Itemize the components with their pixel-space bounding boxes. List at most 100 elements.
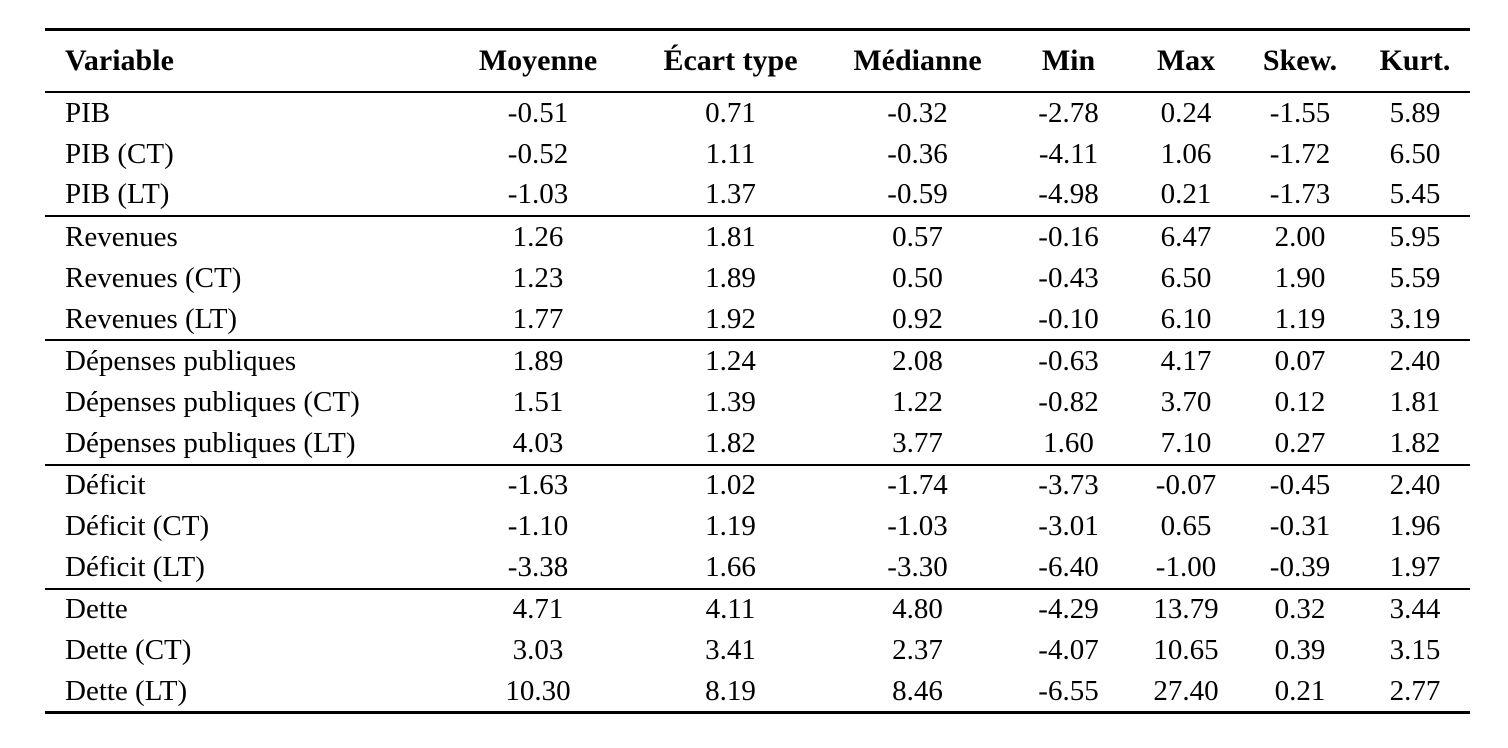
variable-cell: Dette	[65, 593, 128, 626]
value-cell-max: 4.17	[1160, 345, 1212, 378]
value-cell-medianne: 2.37	[892, 634, 943, 667]
value-cell-kurt: 2.40	[1389, 469, 1441, 502]
table-row: Déficit (LT) -3.38 1.66 -3.30 -6.40 -1.0…	[45, 547, 1470, 588]
value-cell-medianne: 2.08	[892, 345, 943, 378]
value-cell-max: 6.10	[1160, 302, 1212, 335]
table-row: Dette (LT) 10.30 8.19 8.46 -6.55 27.40 0…	[45, 671, 1470, 712]
value-cell-max: 3.70	[1160, 385, 1212, 418]
value-cell-skew: 0.39	[1274, 634, 1326, 667]
table-row: Dépenses publiques (CT) 1.51 1.39 1.22 -…	[45, 382, 1470, 423]
value-cell-skew: 1.90	[1274, 261, 1326, 294]
value-cell-skew: -0.31	[1269, 510, 1331, 543]
variable-cell: PIB (CT)	[65, 137, 174, 170]
table-row: Dette 4.71 4.11 4.80 -4.29 13.79 0.32 3.…	[45, 589, 1470, 630]
value-cell-min: -3.01	[1038, 510, 1099, 543]
variable-cell: Déficit (CT)	[65, 510, 210, 543]
value-cell-moyenne: 10.30	[505, 674, 571, 707]
value-cell-moyenne: -1.10	[507, 510, 569, 543]
variable-cell: Revenues	[65, 220, 178, 253]
value-cell-ecart-type: 1.66	[705, 550, 756, 583]
value-cell-kurt: 3.15	[1389, 634, 1441, 667]
table-row: Dépenses publiques (LT) 4.03 1.82 3.77 1…	[45, 423, 1470, 464]
value-cell-moyenne: 1.51	[512, 385, 564, 418]
column-header-kurt: Kurt.	[1360, 29, 1470, 93]
column-header-max: Max	[1132, 29, 1240, 93]
value-cell-medianne: 4.80	[892, 593, 943, 626]
variable-cell: Dépenses publiques (CT)	[65, 385, 360, 418]
value-cell-max: 7.10	[1160, 426, 1212, 459]
value-cell-kurt: 1.82	[1389, 426, 1441, 459]
value-cell-kurt: 2.40	[1389, 345, 1441, 378]
value-cell-medianne: -0.36	[887, 137, 948, 170]
value-cell-skew: 0.32	[1274, 593, 1326, 626]
value-cell-min: -3.73	[1038, 469, 1099, 502]
value-cell-skew: -1.72	[1269, 137, 1331, 170]
column-header-medianne: Médianne	[830, 29, 1005, 93]
value-cell-moyenne: 4.03	[512, 426, 564, 459]
value-cell-min: -4.11	[1038, 137, 1099, 170]
value-cell-moyenne: 1.77	[512, 302, 564, 335]
variable-cell: PIB (LT)	[65, 178, 170, 211]
value-cell-skew: 0.12	[1274, 385, 1326, 418]
value-cell-moyenne: -3.38	[507, 550, 569, 583]
value-cell-ecart-type: 1.39	[705, 385, 756, 418]
value-cell-medianne: 1.22	[892, 385, 943, 418]
table-row: PIB (CT) -0.52 1.11 -0.36 -4.11 1.06 -1.…	[45, 133, 1470, 174]
value-cell-max: -0.07	[1155, 469, 1217, 502]
variable-cell: Déficit (LT)	[65, 550, 205, 583]
value-cell-medianne: 3.77	[892, 426, 943, 459]
value-cell-kurt: 1.97	[1389, 550, 1441, 583]
value-cell-ecart-type: 3.41	[705, 634, 756, 667]
value-cell-skew: -1.55	[1269, 96, 1331, 129]
value-cell-moyenne: -0.52	[507, 137, 569, 170]
value-cell-skew: 0.21	[1274, 674, 1326, 707]
value-cell-max: 0.24	[1160, 96, 1212, 129]
value-cell-max: 1.06	[1160, 137, 1212, 170]
table-row: Déficit (CT) -1.10 1.19 -1.03 -3.01 0.65…	[45, 506, 1470, 547]
table-row: Revenues (LT) 1.77 1.92 0.92 -0.10 6.10 …	[45, 299, 1470, 340]
value-cell-medianne: -1.74	[887, 469, 948, 502]
column-header-min: Min	[1005, 29, 1132, 93]
value-cell-moyenne: 1.89	[512, 345, 564, 378]
value-cell-medianne: -0.59	[887, 178, 948, 211]
table-group: Dépenses publiques 1.89 1.24 2.08 -0.63 …	[45, 340, 1470, 464]
value-cell-max: 10.65	[1153, 634, 1219, 667]
value-cell-min: 1.60	[1043, 426, 1094, 459]
value-cell-kurt: 5.59	[1389, 261, 1441, 294]
table-row: PIB (LT) -1.03 1.37 -0.59 -4.98 0.21 -1.…	[45, 175, 1470, 216]
value-cell-min: -6.55	[1038, 674, 1099, 707]
value-cell-medianne: 0.92	[892, 302, 943, 335]
value-cell-max: 27.40	[1153, 674, 1219, 707]
header-row: Variable Moyenne Écart type Médianne Min…	[45, 29, 1470, 93]
value-cell-ecart-type: 1.89	[705, 261, 756, 294]
value-cell-kurt: 5.45	[1389, 178, 1441, 211]
value-cell-moyenne: -1.63	[507, 469, 569, 502]
value-cell-kurt: 1.96	[1389, 510, 1441, 543]
value-cell-max: 13.79	[1153, 593, 1219, 626]
value-cell-skew: -0.45	[1269, 469, 1331, 502]
value-cell-kurt: 1.81	[1389, 385, 1441, 418]
value-cell-moyenne: -0.51	[507, 96, 569, 129]
value-cell-moyenne: 4.71	[512, 593, 564, 626]
value-cell-min: -4.07	[1038, 634, 1099, 667]
value-cell-ecart-type: 1.81	[705, 220, 756, 253]
value-cell-kurt: 2.77	[1389, 674, 1441, 707]
table-row: PIB -0.51 0.71 -0.32 -2.78 0.24 -1.55 5.…	[45, 92, 1470, 133]
value-cell-min: -2.78	[1038, 96, 1099, 129]
value-cell-skew: 1.19	[1274, 302, 1326, 335]
value-cell-ecart-type: 8.19	[705, 674, 756, 707]
value-cell-kurt: 3.19	[1389, 302, 1441, 335]
value-cell-medianne: -1.03	[887, 510, 948, 543]
value-cell-moyenne: 1.23	[512, 261, 564, 294]
table-group: Déficit -1.63 1.02 -1.74 -3.73 -0.07 -0.…	[45, 464, 1470, 589]
column-header-variable: Variable	[45, 29, 445, 93]
value-cell-skew: -0.39	[1269, 550, 1331, 583]
value-cell-max: 0.65	[1160, 510, 1212, 543]
value-cell-medianne: 0.50	[892, 261, 943, 294]
value-cell-medianne: -3.30	[887, 550, 948, 583]
value-cell-moyenne: 3.03	[512, 634, 564, 667]
value-cell-min: -0.10	[1038, 302, 1099, 335]
value-cell-moyenne: -1.03	[507, 178, 569, 211]
summary-statistics-table: Variable Moyenne Écart type Médianne Min…	[45, 28, 1470, 715]
